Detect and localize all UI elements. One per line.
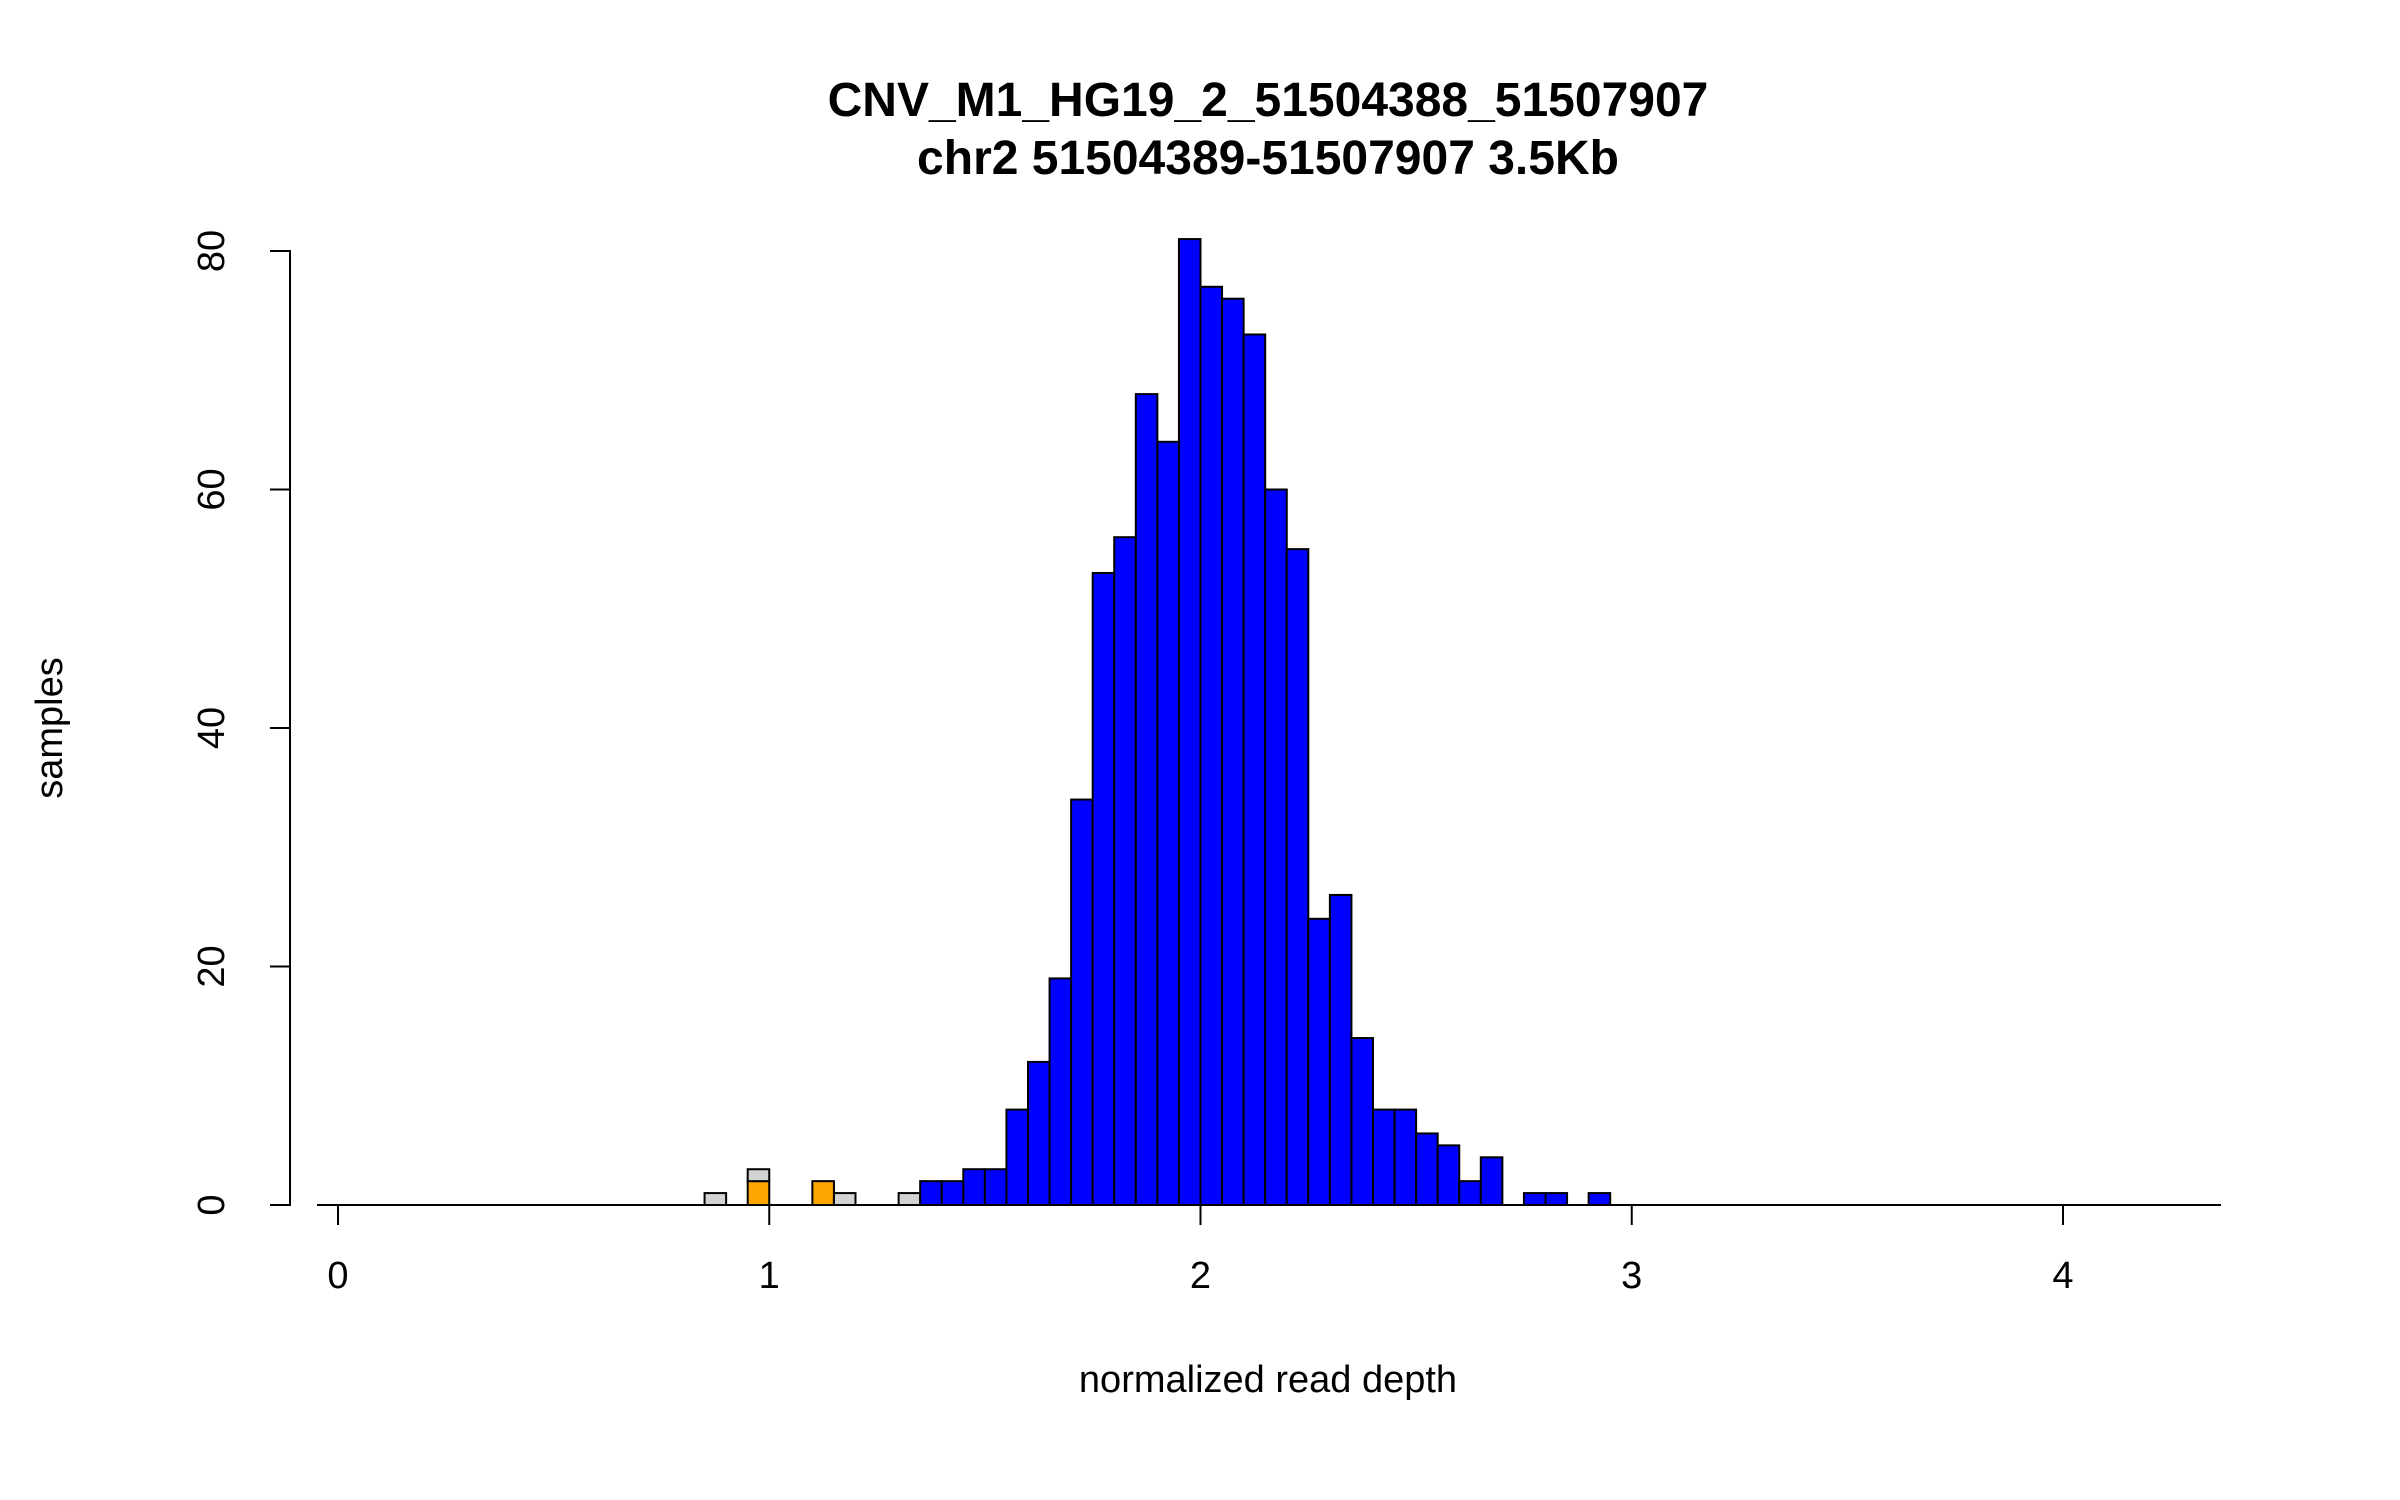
histogram-bar-blue — [1458, 1180, 1482, 1207]
histogram-bar-blue — [1005, 1108, 1030, 1206]
y-axis-label: samples — [29, 657, 71, 799]
histogram-bar-blue — [1264, 488, 1288, 1206]
histogram-bar-gray — [746, 1168, 771, 1183]
histogram-bar-blue — [1328, 893, 1353, 1206]
histogram-bar-orange — [746, 1180, 771, 1207]
x-axis-label: normalized read depth — [1079, 1359, 1457, 1401]
histogram-bar-blue — [1134, 393, 1159, 1207]
histogram-bar-blue — [1479, 1156, 1504, 1207]
histogram-bar-blue — [1156, 440, 1180, 1206]
histogram-bar-blue — [1199, 285, 1224, 1206]
histogram-bar-blue — [1070, 798, 1094, 1206]
y-tick-label: 0 — [191, 1194, 233, 1215]
histogram-bar-blue — [1091, 571, 1116, 1206]
histogram-bar-blue — [1393, 1108, 1418, 1206]
histogram-bar-blue — [1544, 1192, 1569, 1207]
histogram-bar-blue — [1350, 1037, 1374, 1207]
histogram-bar-blue — [1177, 238, 1202, 1206]
bars-group — [703, 238, 1612, 1207]
histogram-bar-blue — [1436, 1144, 1461, 1207]
histogram-bar-blue — [1522, 1192, 1547, 1207]
histogram-bar-blue — [1307, 917, 1331, 1206]
histogram-bar-blue — [983, 1168, 1008, 1206]
histogram-bar-blue — [1415, 1132, 1439, 1206]
y-tick-label: 60 — [191, 468, 233, 510]
chart-subtitle: chr2 51504389-51507907 3.5Kb — [917, 132, 1619, 185]
histogram-bar-blue — [919, 1180, 943, 1207]
x-tick-label: 1 — [759, 1255, 780, 1297]
histogram-bar-gray — [703, 1192, 728, 1207]
histogram-bar-blue — [1113, 536, 1137, 1206]
histogram-bar-blue — [1372, 1108, 1396, 1206]
histogram-bar-gray — [832, 1192, 857, 1207]
histogram-bar-gray — [897, 1192, 922, 1207]
y-tick-label: 20 — [191, 945, 233, 987]
histogram-bar-blue — [1242, 333, 1267, 1207]
x-ticks-group: 0 1 2 3 4 — [327, 1204, 2074, 1297]
histogram-bar-blue — [962, 1168, 986, 1206]
x-tick-label: 3 — [1621, 1255, 1642, 1297]
x-tick-label: 0 — [327, 1255, 348, 1297]
histogram-bar-blue — [1048, 977, 1073, 1206]
chart-title: CNV_M1_HG19_2_51504388_51507907 — [828, 74, 1709, 127]
histogram-bar-blue — [940, 1180, 965, 1207]
y-tick-label: 40 — [191, 707, 233, 749]
x-tick-label: 4 — [2052, 1255, 2073, 1297]
x-tick-label: 2 — [1190, 1255, 1211, 1297]
y-tick-label: 80 — [191, 230, 233, 272]
histogram-bar-orange — [811, 1180, 835, 1207]
histogram-bar-blue — [1221, 297, 1245, 1206]
histogram-bar-blue — [1285, 548, 1310, 1207]
y-ticks-group: 0 20 40 60 80 — [191, 230, 291, 1216]
histogram-bar-blue — [1027, 1060, 1051, 1207]
histogram-bar-blue — [1587, 1192, 1612, 1207]
